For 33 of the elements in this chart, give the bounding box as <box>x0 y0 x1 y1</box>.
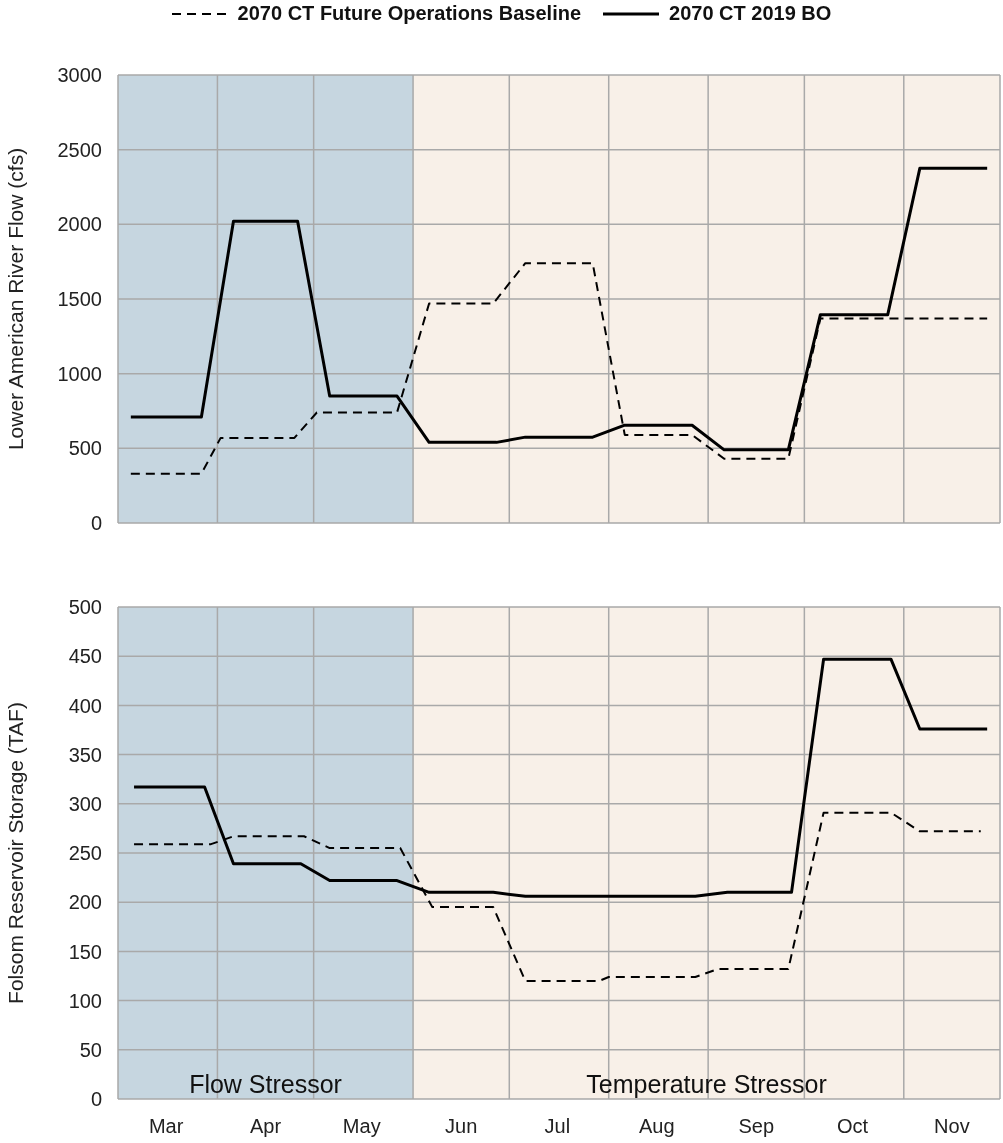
y-tick-label: 300 <box>68 792 102 815</box>
y-axis-title: Folsom Reservoir Storage (TAF) <box>4 702 28 1004</box>
y-tick-label: 500 <box>68 437 102 460</box>
legend-label: 2070 CT Future Operations Baseline <box>237 2 582 25</box>
legend-label: 2070 CT 2019 BO <box>669 2 832 25</box>
y-tick-label: 0 <box>90 512 102 535</box>
y-tick-label: 450 <box>68 645 102 668</box>
x-tick-label: Jul <box>544 1115 571 1138</box>
x-tick-label: Jun <box>445 1115 478 1138</box>
band-label: Temperature Stressor <box>586 1070 827 1098</box>
x-tick-label: Mar <box>148 1115 184 1138</box>
x-tick-label: Apr <box>249 1115 282 1138</box>
y-axis-title: Lower American River Flow (cfs) <box>4 147 28 451</box>
y-tick-label: 1000 <box>57 362 102 385</box>
y-tick-label: 150 <box>68 940 102 963</box>
y-tick-label: 50 <box>79 1038 102 1061</box>
x-tick-label: May <box>342 1115 381 1138</box>
y-tick-label: 500 <box>68 596 102 619</box>
y-tick-label: 0 <box>90 1088 102 1111</box>
y-tick-label: 2000 <box>57 213 102 236</box>
y-tick-label: 1500 <box>57 288 102 311</box>
y-tick-label: 200 <box>68 891 102 914</box>
y-tick-label: 3000 <box>57 64 102 87</box>
x-tick-label: Sep <box>738 1115 775 1138</box>
y-tick-label: 400 <box>68 694 102 717</box>
y-tick-label: 350 <box>68 743 102 766</box>
x-tick-label: Nov <box>934 1115 970 1138</box>
y-tick-label: 100 <box>68 989 102 1012</box>
y-tick-label: 250 <box>68 842 102 865</box>
x-tick-label: Oct <box>836 1115 869 1138</box>
y-tick-label: 2500 <box>57 138 102 161</box>
x-tick-label: Aug <box>639 1115 675 1138</box>
band-label: Flow Stressor <box>189 1070 342 1098</box>
